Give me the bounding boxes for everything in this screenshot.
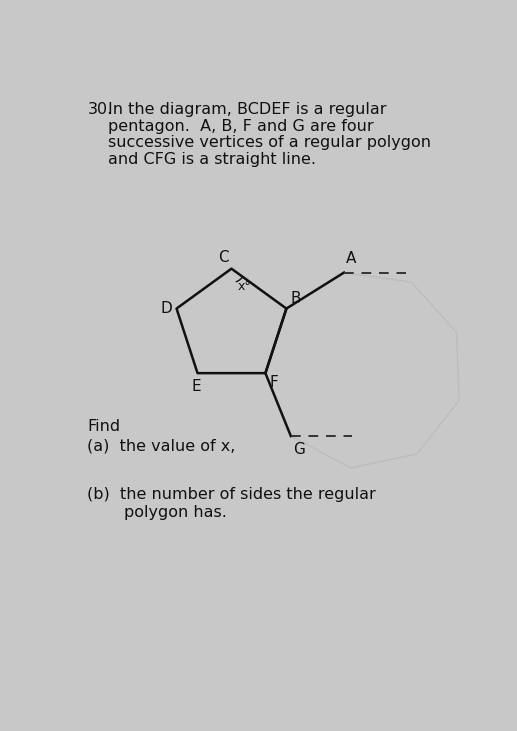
Text: E: E: [191, 379, 201, 394]
Text: F: F: [269, 376, 278, 390]
Text: x°: x°: [238, 280, 251, 293]
Text: pentagon.  A, B, F and G are four: pentagon. A, B, F and G are four: [108, 118, 374, 134]
Text: 30.: 30.: [87, 102, 113, 116]
Text: (b)  the number of sides the regular: (b) the number of sides the regular: [87, 487, 376, 501]
Text: Find: Find: [87, 419, 120, 433]
Text: successive vertices of a regular polygon: successive vertices of a regular polygon: [108, 135, 431, 151]
Text: (a)  the value of x,: (a) the value of x,: [87, 439, 236, 454]
Text: polygon has.: polygon has.: [124, 505, 226, 520]
Text: G: G: [293, 442, 305, 458]
Text: C: C: [219, 250, 229, 265]
Text: A: A: [346, 251, 357, 266]
Text: and CFG is a straight line.: and CFG is a straight line.: [108, 152, 316, 167]
Text: In the diagram, BCDEF is a regular: In the diagram, BCDEF is a regular: [108, 102, 387, 116]
Text: B: B: [290, 291, 301, 306]
Text: D: D: [161, 301, 173, 316]
